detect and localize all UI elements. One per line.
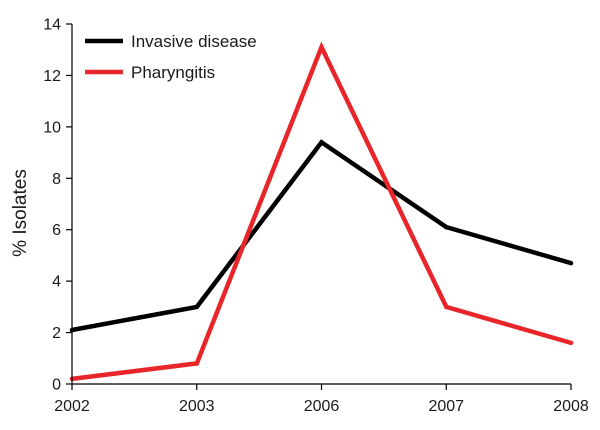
plot-area [69,41,574,382]
data-point [444,304,449,310]
data-point [444,224,449,230]
legend: Invasive disease Pharyngitis [85,32,257,82]
legend-label-pharyngitis: Pharyngitis [131,63,215,82]
data-point [568,260,574,266]
y-tick-label: 12 [43,68,61,85]
x-tick-label: 2003 [179,398,215,415]
y-tick-label: 2 [52,325,61,342]
x-tick-label: 2007 [428,398,464,415]
y-axis-ticks: 0 2 4 6 8 10 12 14 [43,17,72,394]
series-line-pharyngitis [71,41,572,382]
y-tick-label: 8 [52,171,61,188]
y-tick-label: 14 [43,17,61,34]
legend-label-invasive-disease: Invasive disease [131,32,257,51]
data-point [194,361,199,366]
x-axis-ticks: 2002 2003 2006 2007 2008 [54,384,589,415]
y-axis-title: % Isolates [10,169,31,257]
data-point [194,304,199,310]
data-point [568,340,574,346]
y-tick-label: 10 [43,119,61,136]
data-point [319,44,324,50]
x-tick-label: 2008 [553,398,589,415]
data-point [319,140,324,145]
x-tick-label: 2002 [54,398,90,415]
y-tick-label: 6 [52,222,61,239]
x-tick-label: 2006 [304,398,340,415]
series-line-invasive-disease [71,139,572,333]
y-tick-label: 0 [52,377,61,394]
y-tick-label: 4 [52,274,61,291]
